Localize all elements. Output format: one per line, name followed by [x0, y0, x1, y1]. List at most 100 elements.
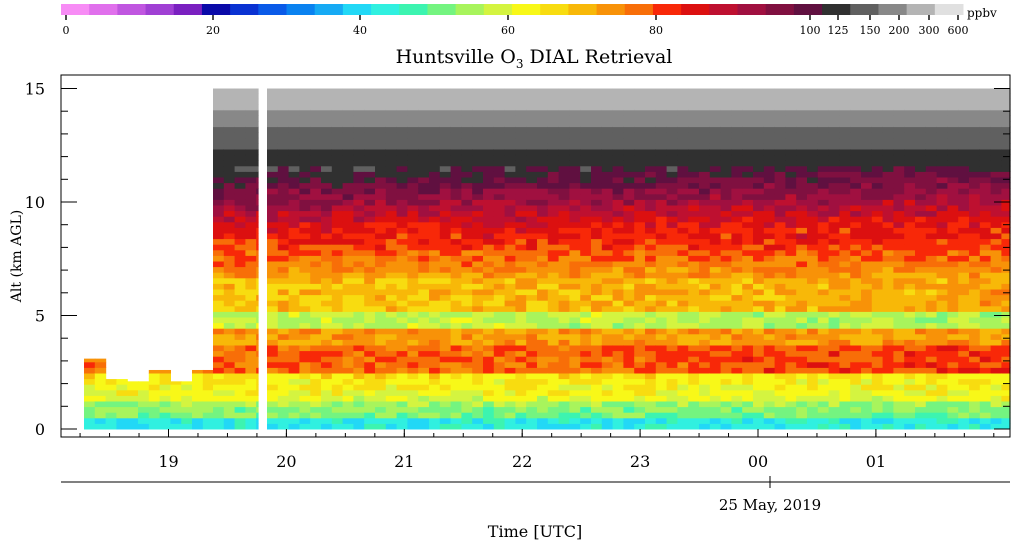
ozone-cell — [385, 345, 398, 352]
ozone-cell — [213, 126, 225, 133]
ozone-cell — [234, 132, 246, 139]
ozone-cell — [893, 361, 905, 368]
ozone-cell — [720, 216, 732, 223]
ozone-cell — [547, 277, 560, 284]
ozone-cell — [558, 412, 570, 419]
ozone-cell — [504, 238, 516, 245]
ozone-cell — [947, 305, 959, 312]
ozone-cell — [850, 88, 862, 94]
ozone-cell — [645, 154, 657, 161]
ozone-cell — [407, 373, 419, 380]
ozone-cell — [558, 289, 570, 296]
ozone-cell — [709, 199, 722, 206]
ozone-cell — [407, 244, 419, 251]
ozone-cell — [321, 193, 333, 200]
ozone-cell — [493, 272, 506, 279]
ozone-cell — [418, 121, 430, 128]
ozone-cell — [882, 266, 894, 273]
ozone-cell — [450, 417, 462, 424]
ozone-cell — [688, 233, 700, 240]
ozone-cell — [429, 126, 441, 133]
ozone-cell — [871, 227, 884, 234]
ozone-cell — [763, 333, 776, 340]
ozone-cell — [526, 216, 538, 223]
ozone-cell — [871, 137, 884, 144]
ozone-cell — [666, 109, 678, 116]
ozone-cell — [1001, 311, 1011, 318]
ozone-cell — [245, 300, 257, 307]
ozone-cell — [753, 177, 765, 184]
ozone-cell — [990, 249, 1002, 256]
ozone-cell — [947, 93, 959, 100]
ozone-cell — [504, 378, 516, 385]
ozone-cell — [623, 395, 635, 402]
ozone-cell — [925, 171, 938, 178]
ozone-cell — [688, 261, 700, 268]
ozone-cell — [138, 401, 150, 408]
ozone-cell — [925, 165, 938, 172]
ozone-cell — [796, 221, 808, 228]
ozone-cell — [958, 210, 970, 217]
ozone-cell — [861, 205, 873, 212]
ozone-cell — [742, 294, 754, 301]
ozone-cell — [655, 305, 668, 312]
ozone-cell — [1001, 345, 1011, 352]
ozone-cell — [893, 126, 905, 133]
ozone-cell — [288, 373, 300, 380]
ozone-cell — [450, 356, 462, 363]
ozone-cell — [267, 177, 279, 184]
ozone-cell — [526, 121, 538, 128]
ozone-cell — [904, 294, 916, 301]
ozone-cell — [547, 205, 560, 212]
ozone-cell — [623, 389, 635, 396]
ozone-cell — [299, 289, 311, 296]
ozone-cell — [342, 283, 354, 290]
ozone-cell — [828, 389, 840, 396]
ozone-cell — [299, 283, 311, 290]
ozone-cell — [580, 115, 592, 122]
ozone-cell — [796, 149, 808, 156]
ozone-cell — [947, 266, 959, 273]
ozone-cell — [850, 177, 862, 184]
ozone-cell — [677, 350, 689, 357]
ozone-cell — [893, 406, 905, 413]
ozone-cell — [990, 205, 1002, 212]
ozone-cell — [483, 233, 495, 240]
ozone-cell — [720, 401, 732, 408]
ozone-cell — [915, 401, 927, 408]
ozone-cell — [353, 227, 365, 234]
ozone-cell — [623, 227, 635, 234]
ozone-cell — [223, 384, 236, 391]
ozone-cell — [612, 104, 624, 111]
ozone-cell — [785, 322, 797, 329]
ozone-cell — [979, 205, 992, 212]
ozone-cell — [223, 266, 236, 273]
ozone-cell — [871, 339, 884, 346]
ozone-cell — [1001, 283, 1011, 290]
ozone-cell — [947, 177, 959, 184]
ozone-cell — [223, 322, 236, 329]
ozone-cell — [418, 137, 430, 144]
ozone-cell — [396, 132, 408, 139]
ozone-cell — [483, 417, 495, 424]
ozone-cell — [277, 109, 290, 116]
ozone-cell — [148, 369, 161, 374]
ozone-cell — [439, 227, 452, 234]
ozone-cell — [623, 261, 635, 268]
ozone-cell — [904, 350, 916, 357]
ozone-cell — [245, 149, 257, 156]
ozone-cell — [256, 244, 259, 251]
ozone-cell — [213, 210, 225, 217]
ozone-cell — [666, 216, 678, 223]
ozone-cell — [407, 193, 419, 200]
ozone-cell — [353, 149, 365, 156]
ozone-cell — [558, 216, 570, 223]
ozone-cell — [774, 328, 786, 335]
ozone-cell — [267, 406, 279, 413]
ozone-cell — [731, 154, 743, 161]
ozone-cell — [893, 345, 905, 352]
ozone-cell — [969, 188, 981, 195]
ozone-cell — [127, 384, 139, 391]
ozone-cell — [234, 199, 246, 206]
ozone-cell — [429, 333, 441, 340]
